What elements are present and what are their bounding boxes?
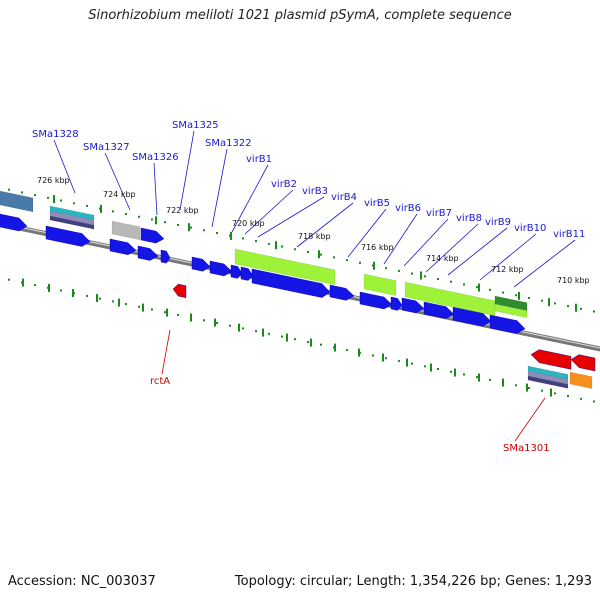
- leader-line-virb2: [244, 189, 294, 235]
- cds-sma1322: [160, 249, 171, 264]
- leader-line-sma1325: [179, 130, 195, 211]
- upper-tick-line: [8, 188, 595, 313]
- cds-virb5: [329, 284, 355, 301]
- gene-label-virb9: virB9: [485, 217, 511, 228]
- gene-label-sma1301: SMa1301: [503, 443, 550, 454]
- gene-label-rcta: rctA: [150, 376, 170, 387]
- gene-label-sma1322: SMa1322: [205, 138, 252, 149]
- tick-label: 722 kbp: [166, 206, 199, 215]
- tick-label: 714 kbp: [426, 254, 459, 263]
- gene-bar-virb-4: [494, 303, 528, 318]
- gene-label-virb6: virB6: [395, 203, 421, 214]
- cds-rcta: [172, 283, 187, 298]
- cds-virb3b: [240, 266, 254, 281]
- gene-label-virb5: virB5: [364, 198, 390, 209]
- cds-sma1327: [45, 225, 91, 247]
- tick-label: 718 kbp: [298, 232, 331, 241]
- gene-bar-virb-2: [363, 273, 397, 296]
- tick-label: 710 kbp: [557, 276, 590, 285]
- gene-label-sma1325: SMa1325: [172, 120, 219, 131]
- summary-text: Topology: circular; Length: 1,354,226 bp…: [234, 574, 592, 589]
- leader-line-virb6: [383, 213, 418, 265]
- cds-virb11: [489, 314, 526, 334]
- cds-sma1325-b: [137, 245, 159, 261]
- cds-smaa1328-a: [0, 213, 28, 232]
- leader-line-sma1328: [53, 139, 76, 194]
- leader-line-virb9: [447, 227, 508, 276]
- gene-label-virb7: virB7: [426, 208, 452, 219]
- tick-label: 716 kbp: [361, 243, 394, 252]
- leader-line-virb8: [425, 223, 479, 273]
- leader-line-virb11: [513, 239, 576, 288]
- gene-bar-virb-1: [234, 248, 336, 286]
- accession-text: Accession: NC_003037: [8, 574, 156, 589]
- gene-label-virb11: virB11: [553, 229, 585, 240]
- gene-bar-virb-3: [404, 281, 496, 317]
- cds-virb8: [401, 297, 425, 314]
- gene-label-virb3: virB3: [302, 186, 328, 197]
- gene-label-virb8: virB8: [456, 213, 482, 224]
- cds-virb2: [209, 260, 233, 277]
- leader-line-virb4: [296, 202, 354, 248]
- leader-line-sma1301: [514, 397, 546, 442]
- leader-line-virb1: [231, 164, 269, 233]
- leader-line-virb5: [347, 208, 387, 258]
- gene-label-sma1326: SMa1326: [132, 152, 179, 163]
- tick-label: 712 kbp: [491, 265, 524, 274]
- leader-line-sma1322: [211, 148, 228, 228]
- tick-labels: 726 kbp 724 kbp 722 kbp 720 kbp 718 kbp 716 k…: [37, 176, 590, 285]
- tick-label: 720 kbp: [232, 219, 265, 228]
- gene-label-virb1: virB1: [246, 154, 272, 165]
- gene-bar-orange: [569, 371, 593, 389]
- cds-virb10: [452, 306, 492, 327]
- gene-label-sma1328: SMa1328: [32, 129, 79, 140]
- map-title: Sinorhizobium meliloti 1021 plasmid pSym…: [88, 8, 512, 23]
- gene-bar-grey: [111, 220, 141, 241]
- features: [0, 190, 596, 389]
- tick-lines: [8, 188, 595, 403]
- lower-tick-line: [8, 278, 595, 403]
- leader-line-sma1327: [104, 152, 131, 211]
- cds-virb9: [423, 301, 455, 319]
- gene-bar-steelblue: [0, 190, 34, 213]
- tick-label: 726 kbp: [37, 176, 70, 185]
- leader-line-sma1326: [153, 162, 158, 216]
- gene-label-virb10: virB10: [514, 223, 546, 234]
- gene-label-sma1327: SMa1327: [83, 142, 130, 153]
- cds-virb6: [359, 291, 393, 310]
- gene-label-virb4: virB4: [331, 192, 357, 203]
- cds-sma1301-b: [570, 354, 596, 372]
- cds-sma1325: [140, 227, 165, 244]
- cds-virb7: [390, 296, 403, 311]
- gene-bar-navy-2: [527, 375, 569, 389]
- gene-label-virb2: virB2: [271, 179, 297, 190]
- cds-virb3: [230, 264, 243, 279]
- leader-line-virb3: [257, 196, 325, 238]
- gene-bar-navy: [49, 215, 95, 230]
- leader-line-virb7: [403, 218, 449, 267]
- leader-line-virb10: [479, 233, 537, 281]
- leader-line-rcta: [161, 329, 171, 375]
- cds-sma1301: [530, 349, 572, 370]
- cds-virb1: [191, 256, 211, 272]
- tick-label: 724 kbp: [103, 190, 136, 199]
- cds-sma1326: [109, 238, 137, 255]
- cds-virb4: [251, 268, 331, 298]
